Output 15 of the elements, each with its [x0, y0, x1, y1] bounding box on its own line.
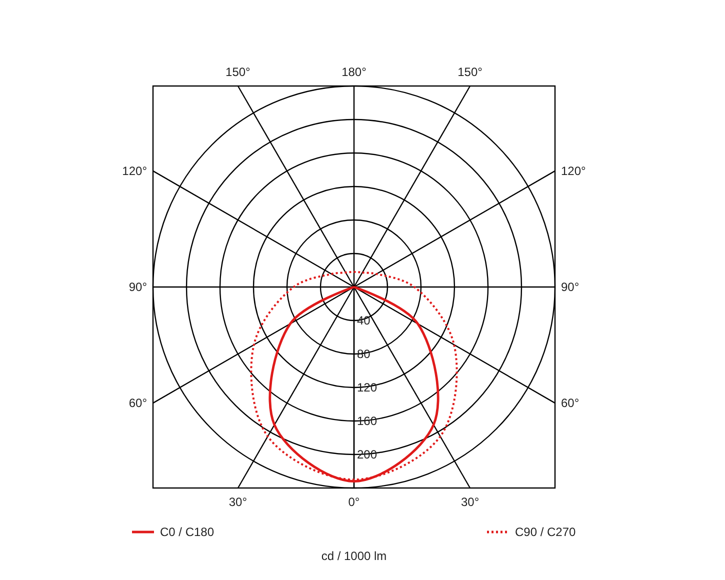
- text: cd / 1000 lm: [321, 549, 387, 563]
- spoke-label: 30°: [228, 495, 248, 509]
- spoke-label: 30°: [460, 495, 480, 509]
- legend-label: C90 / C270: [515, 525, 576, 539]
- spoke-label: 60°: [128, 396, 148, 410]
- spoke-label: 150°: [226, 65, 251, 79]
- spoke-label: 60°: [561, 396, 580, 410]
- spoke-label: 0°: [348, 495, 360, 509]
- spoke-label: 150°: [458, 65, 483, 79]
- spoke-label: 90°: [128, 280, 148, 294]
- spoke-label: 180°: [342, 65, 367, 79]
- spoke-label: 90°: [561, 280, 580, 294]
- legend-label: C0 / C180: [160, 525, 214, 539]
- spoke-label: 120°: [561, 164, 586, 178]
- spoke-label: 120°: [122, 164, 148, 178]
